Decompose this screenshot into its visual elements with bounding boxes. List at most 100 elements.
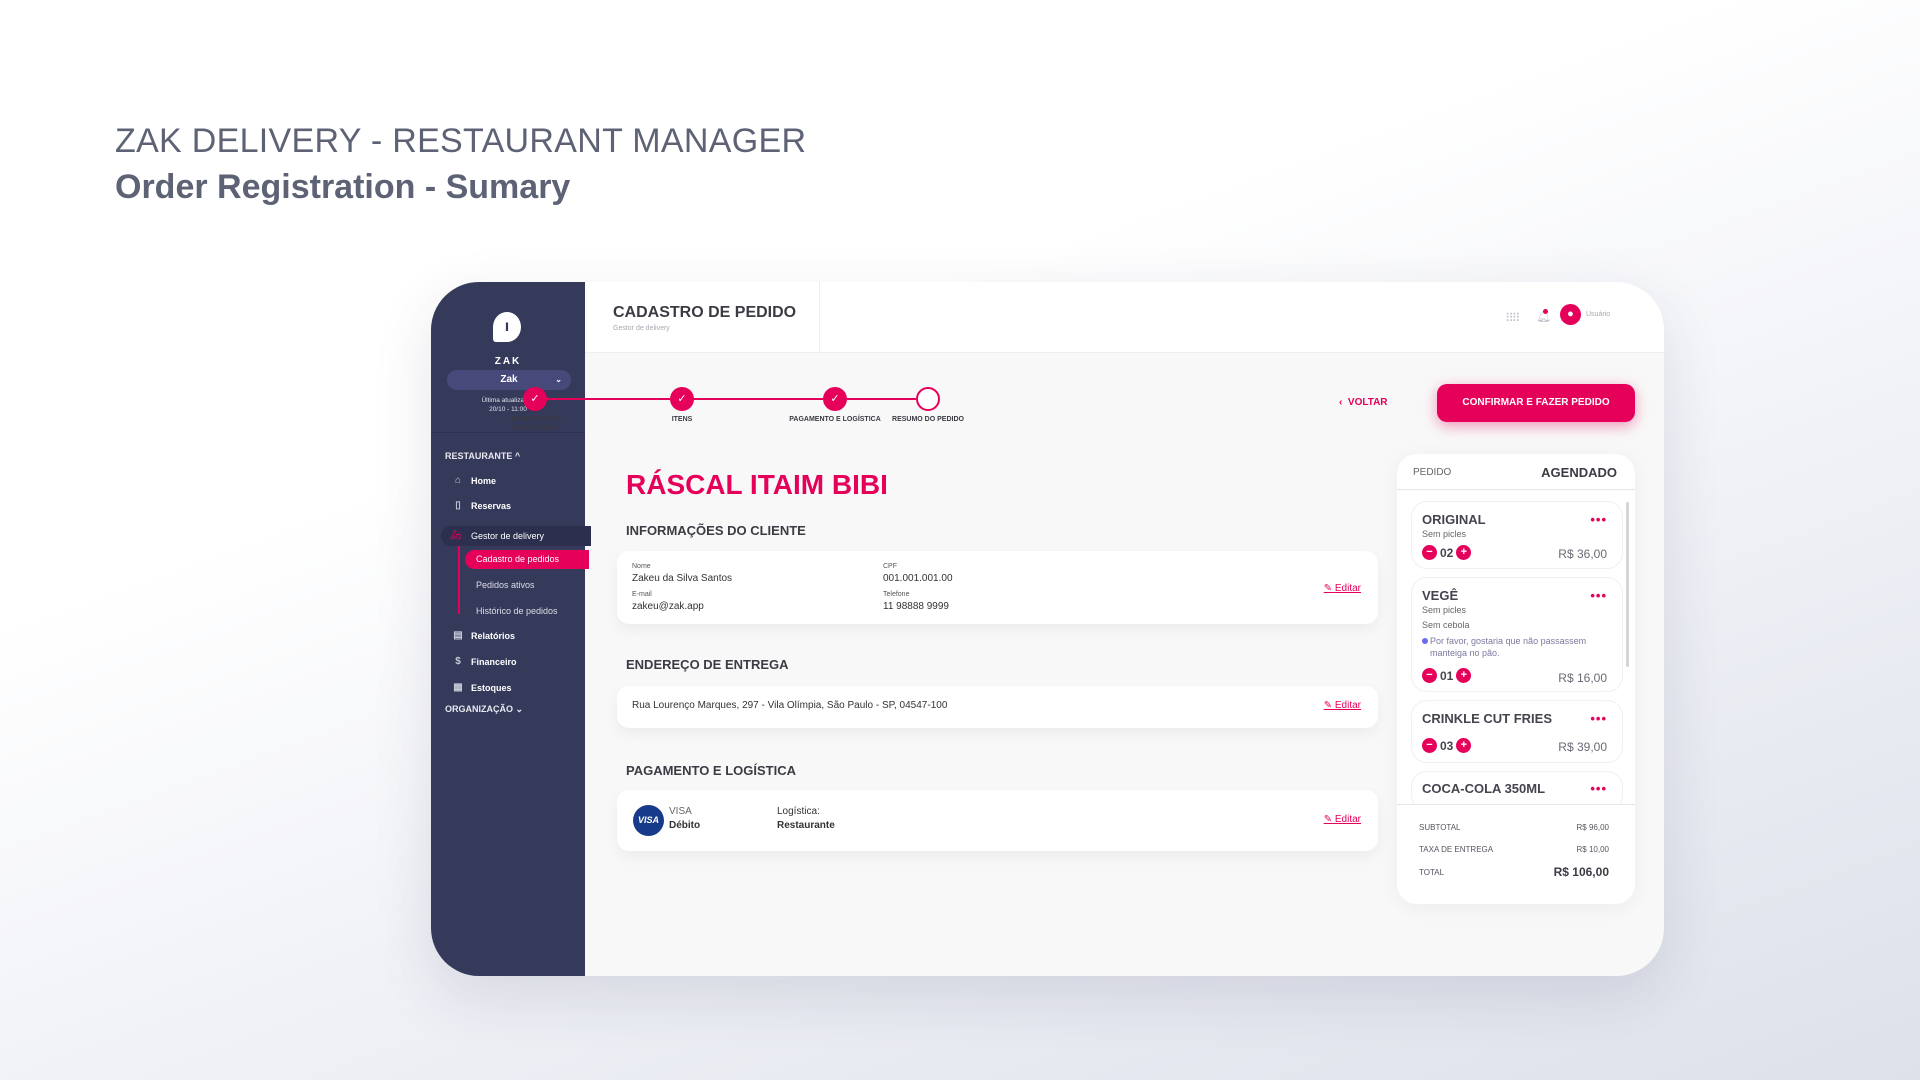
app-window: ı ZAK Zak ⌄ Última atualização 20/10 - 11:… [431,282,1664,976]
address-card: Rua Lourenço Marques, 297 - Vila Olímpia… [617,686,1378,728]
sidebar-subitem-ativos[interactable]: Pedidos ativos [476,580,535,590]
order-totals: SUBTOTAL R$ 96,00 TAXA DE ENTREGA R$ 10,00… [1397,804,1635,904]
plus-button[interactable]: + [1456,545,1472,560]
plus-button[interactable]: + [1456,668,1472,683]
quantity-stepper: −01 + [1422,668,1472,683]
active-group-bg [441,526,591,546]
comment-text: Por favor, gostaria que não passassem ma… [1430,636,1587,658]
back-button[interactable]: ‹ VOLTAR [1339,397,1388,408]
section-organizacao[interactable]: ORGANIZAÇÃO ⌄ [445,704,523,715]
name-label: Nome [632,563,651,570]
item-price: R$ 36,00 [1558,547,1607,561]
comment-icon [1422,638,1428,644]
item-note: Sem cebola [1422,620,1470,630]
top-header: CADASTRO DE PEDIDO Gestor de delivery ⠿⠿… [585,282,1664,353]
item-note: Sem picles [1422,605,1467,615]
pencil-icon: ✎ [1323,700,1333,711]
order-header: PEDIDO AGENDADO [1397,454,1635,490]
sidebar-item-label: Financeiro [471,656,517,667]
edit-payment-link[interactable]: ✎ Editar [1324,814,1361,825]
notification-dot [1543,309,1548,314]
page-title: ZAK DELIVERY - RESTAURANT MANAGER [115,122,807,160]
visa-logo: VISA [633,805,664,836]
update-label: Última atualização [481,397,535,404]
client-phone: 11 98888 9999 [883,601,949,612]
update-time: 20/10 - 11:00 [489,406,527,413]
item-name: CRINKLE CUT FRIES [1422,711,1552,726]
sidebar-item-gestor-delivery[interactable]: 🛵︎ Gestor de delivery [449,530,544,541]
payment-card: VISA VISA Débito Logística: Restaurante … [617,790,1378,851]
account-select[interactable]: Zak ⌄ [447,370,571,390]
step-label: ITENS [671,416,693,423]
item-name: COCA-COLA 350ML [1422,781,1546,796]
item-qty: 02 [1440,545,1454,560]
sidebar-item-reservas[interactable]: ▯ Reservas [453,500,511,511]
section-restaurante[interactable]: RESTAURANTE ^ [445,451,520,461]
edit-client-link[interactable]: ✎ Editar [1324,583,1361,594]
chevron-left-icon: ‹ [1339,397,1343,408]
sidebar-item-estoques[interactable]: ▦ Estoques [453,682,512,693]
step-1-check-icon[interactable]: ✓ [523,387,547,411]
user-avatar-icon[interactable]: ● [1560,304,1581,325]
minus-button[interactable]: − [1422,668,1437,683]
total-label: TOTAL [1419,867,1445,877]
sidebar-item-label: Estoques [471,682,512,693]
sidebar-item-home[interactable]: ⌂ Home [453,475,496,486]
header-subtitle: Gestor de delivery [613,325,670,332]
cpf-label: CPF [883,563,897,570]
client-cpf: 001.001.001.00 [883,573,953,584]
home-icon: ⌂ [454,475,462,486]
chevron-down-icon: ⌄ [555,375,562,384]
sidebar-subitem-historico[interactable]: Histórico de pedidos [476,606,558,616]
subtotal-label: SUBTOTAL [1419,823,1461,832]
sidebar-item-label: Home [471,475,497,486]
item-price: R$ 39,00 [1558,740,1607,754]
section-label: RESTAURANTE [445,451,513,461]
sidebar-item-relatorios[interactable]: ▤ Relatórios [453,630,515,641]
edit-label: Editar [1334,583,1361,594]
account-value: Zak [500,374,518,385]
step-4-circle[interactable] [916,387,940,411]
restaurant-name: RÁSCAL ITAIM BIBI [626,469,888,500]
step-3-check-icon[interactable]: ✓ [823,387,847,411]
sidebar-item-financeiro[interactable]: $ Financeiro [453,656,517,667]
payment-heading: PAGAMENTO E LOGÍSTICA [626,763,796,778]
fee-value: R$ 10,00 [1576,845,1609,854]
sidebar-item-label: Relatórios [471,630,516,641]
logistics-value: Restaurante [777,820,835,831]
email-label: E-mail [632,591,652,598]
user-name[interactable]: Usuário [1586,311,1611,318]
order-item: CRINKLE CUT FRIES ••• −03 + R$ 39,00 [1411,700,1623,763]
confirm-order-button[interactable]: CONFIRMAR E FAZER PEDIDO [1437,384,1635,422]
sidebar-subitem-cadastro[interactable]: Cadastro de pedidos [465,550,589,569]
sidebar: ı ZAK Zak ⌄ Última atualização 20/10 - 11:… [431,282,591,976]
pencil-icon: ✎ [1323,814,1333,825]
apps-grid-icon[interactable]: ⠿⠿ [1505,311,1521,325]
more-options-icon[interactable]: ••• [1590,512,1607,527]
minus-button[interactable]: − [1422,738,1437,753]
sidebar-item-label: Gestor de delivery [471,530,545,541]
more-options-icon[interactable]: ••• [1590,588,1607,603]
scrollbar[interactable] [1626,502,1629,667]
subtotal-value: R$ 96,00 [1576,823,1609,832]
more-options-icon[interactable]: ••• [1590,711,1607,726]
dollar-icon: $ [455,656,461,667]
more-options-icon[interactable]: ••• [1590,781,1607,796]
step-2-check-icon[interactable]: ✓ [670,387,694,411]
fee-row: TAXA DE ENTREGA R$ 10,00 [1419,845,1609,854]
item-comment: Por favor, gostaria que não passassem ma… [1422,635,1602,659]
submenu-line [458,546,460,614]
order-item: ORIGINAL ••• Sem picles −02 + R$ 36,00 [1411,501,1623,569]
edit-address-link[interactable]: ✎ Editar [1324,700,1361,711]
grid-icon: ▦ [453,682,463,693]
client-card: Nome Zakeu da Silva Santos CPF 001.001.0… [617,551,1378,624]
minus-button[interactable]: − [1422,545,1437,560]
header-title: CADASTRO DE PEDIDO [613,304,797,321]
address-value: Rua Lourenço Marques, 297 - Vila Olímpia… [632,700,948,711]
chevron-down-icon: ⌄ [515,704,524,714]
bookmark-icon: ▯ [455,500,461,511]
item-qty: 03 [1440,738,1454,753]
client-heading: INFORMAÇÕES DO CLIENTE [626,523,806,538]
order-label: PEDIDO [1413,467,1452,478]
plus-button[interactable]: + [1456,738,1472,753]
